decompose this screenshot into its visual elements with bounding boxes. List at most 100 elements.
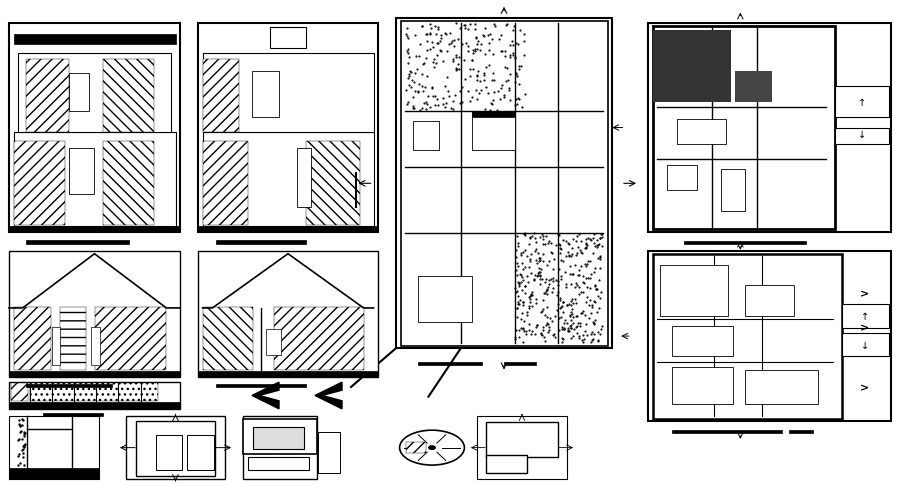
Point <box>410 89 425 97</box>
Point <box>529 322 544 330</box>
Point <box>483 106 498 114</box>
Point <box>470 73 484 81</box>
Bar <box>400 22 608 346</box>
Bar <box>406 442 426 453</box>
Point <box>439 74 454 82</box>
Point <box>573 309 588 317</box>
Point <box>448 54 463 61</box>
Point <box>485 36 500 44</box>
Point <box>555 323 570 331</box>
Point <box>556 236 571 244</box>
Point <box>17 441 32 449</box>
Point <box>464 93 479 101</box>
Bar <box>68 74 89 112</box>
Point <box>413 41 428 48</box>
Point <box>563 312 578 319</box>
Bar <box>43 413 103 416</box>
Point <box>509 246 524 254</box>
Point <box>533 234 547 242</box>
Point <box>534 257 548 264</box>
Point <box>517 298 531 306</box>
Point <box>511 333 526 341</box>
Point <box>516 299 530 307</box>
Point <box>439 48 454 56</box>
Bar <box>198 227 378 232</box>
Point <box>425 39 439 47</box>
Polygon shape <box>252 382 279 409</box>
Point <box>508 55 523 63</box>
Point <box>535 307 549 315</box>
Point <box>509 101 524 109</box>
Bar <box>26 384 112 387</box>
Bar <box>243 416 318 479</box>
Point <box>423 30 437 38</box>
Point <box>553 244 567 252</box>
Point <box>503 71 517 78</box>
Point <box>518 289 533 297</box>
Point <box>408 32 422 40</box>
Point <box>494 32 508 40</box>
Point <box>583 285 598 292</box>
Point <box>505 38 519 45</box>
Point <box>422 31 436 39</box>
Point <box>593 235 608 242</box>
Point <box>532 268 546 276</box>
Bar <box>18 54 171 133</box>
Point <box>479 84 493 92</box>
Point <box>533 275 547 283</box>
Point <box>554 257 568 264</box>
Bar <box>789 430 814 433</box>
Bar <box>306 142 360 225</box>
Point <box>498 53 512 61</box>
Point <box>486 70 500 77</box>
Point <box>481 32 495 40</box>
Point <box>487 77 501 85</box>
Point <box>519 311 534 319</box>
Point <box>533 272 547 279</box>
Point <box>470 46 484 54</box>
Point <box>566 313 580 321</box>
Circle shape <box>174 442 182 447</box>
Point <box>524 331 538 338</box>
Point <box>425 85 439 93</box>
Point <box>447 43 462 50</box>
Point <box>438 104 453 112</box>
Point <box>543 257 557 265</box>
Point <box>431 102 446 109</box>
Point <box>419 101 434 109</box>
Point <box>570 313 584 320</box>
Point <box>508 266 523 274</box>
Point <box>467 26 482 33</box>
Point <box>518 91 533 99</box>
Point <box>520 308 535 316</box>
Point <box>400 60 415 68</box>
Point <box>558 253 572 260</box>
Point <box>588 264 602 272</box>
Point <box>515 274 529 282</box>
Point <box>590 243 604 251</box>
Point <box>566 300 580 307</box>
Point <box>416 88 430 95</box>
Point <box>510 263 525 271</box>
Point <box>400 46 415 54</box>
Point <box>577 279 591 287</box>
Point <box>590 286 604 293</box>
Point <box>553 250 567 257</box>
Point <box>561 240 575 248</box>
Point <box>574 249 589 257</box>
Bar <box>14 133 176 227</box>
Point <box>13 422 27 429</box>
Point <box>473 78 488 86</box>
Point <box>529 299 544 307</box>
Point <box>430 26 445 33</box>
Point <box>500 65 515 73</box>
Point <box>583 310 598 318</box>
Point <box>554 304 568 312</box>
Point <box>506 52 520 60</box>
Point <box>403 69 418 76</box>
Point <box>429 60 444 68</box>
Point <box>499 78 513 86</box>
Point <box>575 336 590 344</box>
Point <box>533 272 547 280</box>
Point <box>555 309 570 317</box>
